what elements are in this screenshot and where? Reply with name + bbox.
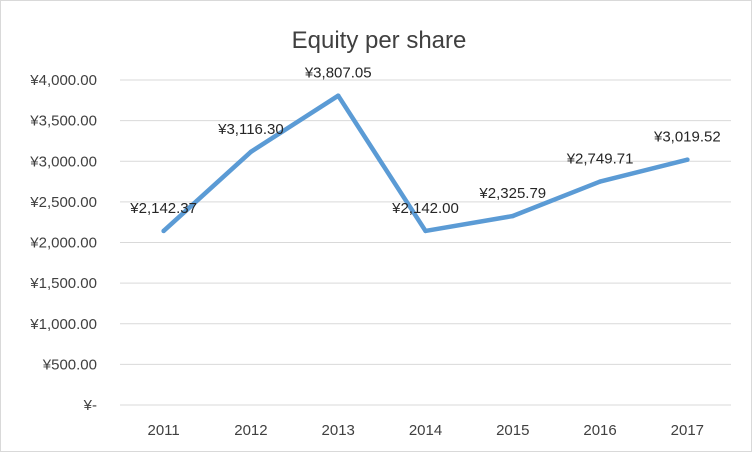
y-tick-label: ¥500.00 [42,356,97,373]
y-tick-label: ¥- [83,397,97,414]
data-label: ¥3,019.52 [653,129,721,146]
x-tick-label: 2011 [148,422,180,439]
x-axis-tick-labels: 2011 2012 2013 2014 2015 2016 2017 [148,422,705,439]
y-tick-label: ¥3,500.00 [29,113,97,130]
data-point [248,149,254,155]
y-tick-label: ¥1,500.00 [29,275,97,292]
y-tick-label: ¥1,000.00 [29,316,97,333]
x-tick-label: 2013 [322,422,355,439]
data-label: ¥2,749.71 [566,151,634,168]
data-label: ¥3,116.30 [217,121,284,138]
x-tick-label: 2017 [671,422,704,439]
gridlines [120,79,731,406]
y-axis-tick-labels: ¥- ¥500.00 ¥1,000.00 ¥1,500.00 ¥2,000.00 ¥2,5… [29,72,97,414]
y-tick-label: ¥2,500.00 [29,194,97,211]
data-labels: ¥2,142.37 ¥3,116.30 ¥3,807.05 ¥2,142.00 ¥2,3… [129,65,720,217]
x-tick-label: 2012 [234,422,267,439]
data-label: ¥2,142.37 [129,200,197,217]
data-point [161,228,166,234]
data-label: ¥2,142.00 [391,200,459,217]
data-label: ¥2,325.79 [478,185,546,202]
data-point [685,157,690,162]
x-tick-label: 2015 [496,422,529,439]
data-point [336,93,341,98]
series-layer [161,93,690,234]
data-point [423,228,428,234]
data-point [597,179,603,184]
chart-title: Equity per share [292,27,467,54]
y-tick-label: ¥4,000.00 [29,72,97,89]
x-tick-label: 2016 [583,422,616,439]
data-point [510,213,515,219]
x-tick-label: 2014 [409,422,442,439]
data-label: ¥3,807.05 [304,65,372,82]
y-tick-label: ¥2,000.00 [29,235,97,252]
y-tick-label: ¥3,000.00 [29,153,97,170]
